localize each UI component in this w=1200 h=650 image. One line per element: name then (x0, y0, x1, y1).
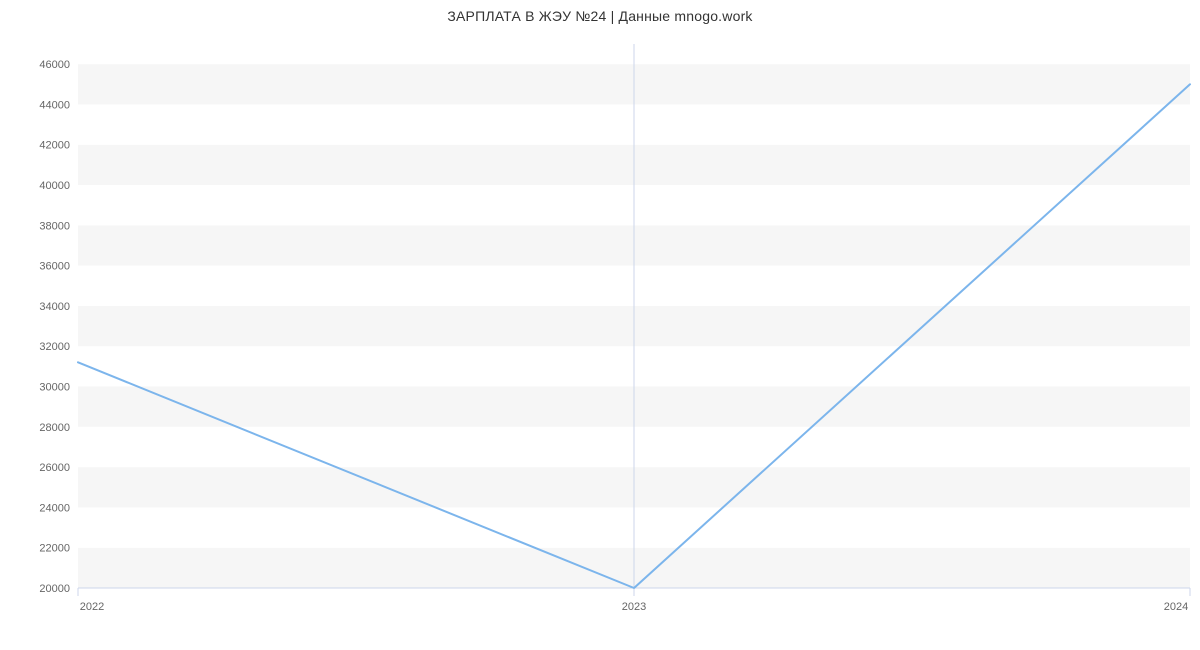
y-tick-label: 24000 (39, 502, 70, 514)
y-tick-label: 22000 (39, 543, 70, 555)
y-tick-label: 30000 (39, 382, 70, 394)
salary-line-chart: ЗАРПЛАТА В ЖЭУ №24 | Данные mnogo.work 2… (0, 0, 1200, 650)
y-tick-label: 40000 (39, 180, 70, 192)
y-tick-label: 32000 (39, 341, 70, 353)
y-tick-label: 28000 (39, 422, 70, 434)
y-tick-label: 38000 (39, 220, 70, 232)
y-tick-label: 34000 (39, 301, 70, 313)
x-tick-label: 2022 (80, 601, 104, 613)
y-tick-label: 42000 (39, 140, 70, 152)
y-axis-ticks: 20000 22000 24000 26000 28000 30000 32000 34000… (39, 59, 70, 595)
y-tick-label: 26000 (39, 462, 70, 474)
y-tick-label: 46000 (39, 59, 70, 71)
y-tick-label: 20000 (39, 583, 70, 595)
y-tick-label: 36000 (39, 261, 70, 273)
y-tick-label: 44000 (39, 99, 70, 111)
chart-title: ЗАРПЛАТА В ЖЭУ №24 | Данные mnogo.work (0, 8, 1200, 24)
x-tick-label: 2023 (622, 601, 646, 613)
x-tick-label: 2024 (1164, 601, 1188, 613)
chart-svg: 20000 22000 24000 26000 28000 30000 32000 34000… (0, 0, 1200, 650)
x-axis-ticks: 2022 2023 2024 (78, 588, 1190, 613)
